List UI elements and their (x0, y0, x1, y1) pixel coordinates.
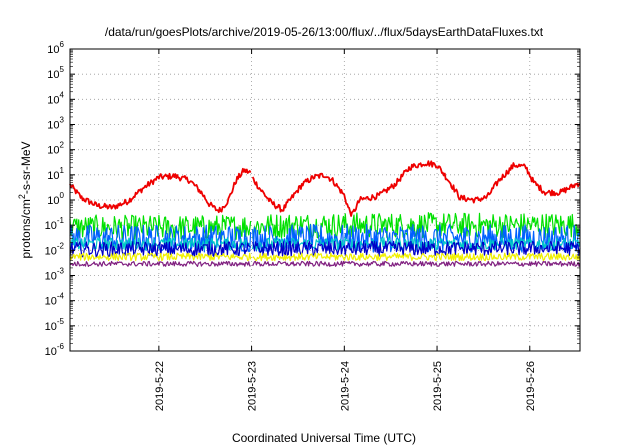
series-line-4 (69, 240, 581, 258)
x-tick-label: 2019-5-24 (339, 361, 351, 411)
y-tick-label: 102 (47, 141, 64, 157)
y-tick-label: 10-4 (45, 292, 65, 308)
chart-title: /data/run/goesPlots/archive/2019-05-26/1… (105, 25, 544, 39)
y-tick-label: 104 (47, 90, 64, 106)
x-tick-label: 2019-5-22 (154, 361, 166, 411)
y-tick-label: 10-2 (45, 241, 65, 257)
y-tick-label: 103 (47, 116, 64, 132)
series-line-6 (69, 260, 581, 267)
y-tick-label: 10-3 (45, 267, 65, 283)
series-line-5 (69, 252, 581, 262)
series-layer (69, 160, 581, 267)
y-tick-label: 100 (47, 191, 64, 207)
x-tick-label: 2019-5-23 (247, 361, 259, 411)
x-tick-label: 2019-5-26 (525, 361, 537, 411)
y-tick-label: 10-1 (45, 216, 65, 232)
x-tick-label: 2019-5-25 (432, 361, 444, 411)
y-tick-label: 10-6 (45, 342, 65, 358)
y-tick-label: 10-5 (45, 317, 65, 333)
axes: 10-6 10-5 10-4 10-3 10-2 10-1 100 101 102 103 104 1… (45, 40, 580, 411)
x-axis-label: Coordinated Universal Time (UTC) (232, 431, 416, 445)
y-tick-label: 101 (47, 166, 64, 182)
series-line-0 (69, 160, 581, 217)
y-axis-label: protons/cm2-s-sr-MeV (17, 141, 33, 258)
y-tick-label: 105 (47, 65, 64, 81)
y-tick-label: 106 (47, 40, 64, 56)
